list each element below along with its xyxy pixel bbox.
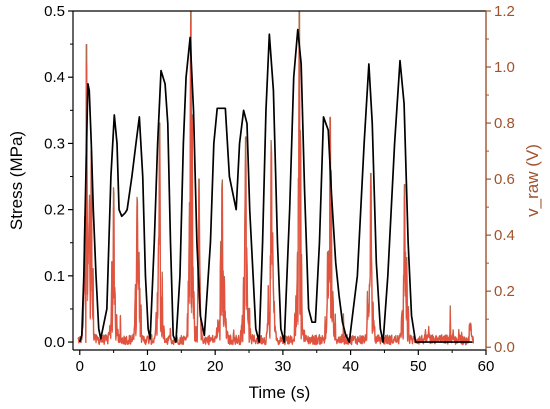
x-tick-label: 60 (478, 358, 495, 375)
y-left-tick-label: 0.4 (44, 69, 65, 86)
y-right-tick-label: 0.8 (494, 115, 515, 132)
y-left-tick-label: 0.0 (44, 334, 65, 351)
axes: 0 10 20 30 40 50 60 0.0 0.1 0.2 0.3 0.4 0.5 0.0 0.2 0.4… (7, 3, 542, 402)
x-tick-label: 50 (410, 358, 427, 375)
x-tick-label: 40 (342, 358, 359, 375)
y-left-axis-title: Stress (MPa) (7, 131, 26, 230)
series-stress (78, 28, 473, 343)
x-tick-label: 0 (76, 358, 84, 375)
series-vraw-red (77, 21, 475, 346)
y-right-axis-title: v_raw (V) (523, 144, 542, 217)
y-left-tick-label: 0.3 (44, 135, 65, 152)
plot-area (77, 11, 475, 346)
x-tick-label: 10 (139, 358, 156, 375)
y-right-tick-label: 0.4 (494, 227, 515, 244)
y-right-tick-label: 1.2 (494, 3, 515, 20)
y-left-tick-label: 0.5 (44, 3, 65, 20)
x-tick-label: 20 (207, 358, 224, 375)
y-right-tick-label: 0.6 (494, 171, 515, 188)
y-right-tick-label: 0.0 (494, 339, 515, 356)
x-axis-title: Time (s) (249, 383, 311, 402)
y-left-tick-label: 0.2 (44, 202, 65, 219)
x-tick-label: 30 (275, 358, 292, 375)
y-right-tick-label: 0.2 (494, 283, 515, 300)
y-right-tick-label: 1.0 (494, 59, 515, 76)
y-left-tick-label: 0.1 (44, 268, 65, 285)
